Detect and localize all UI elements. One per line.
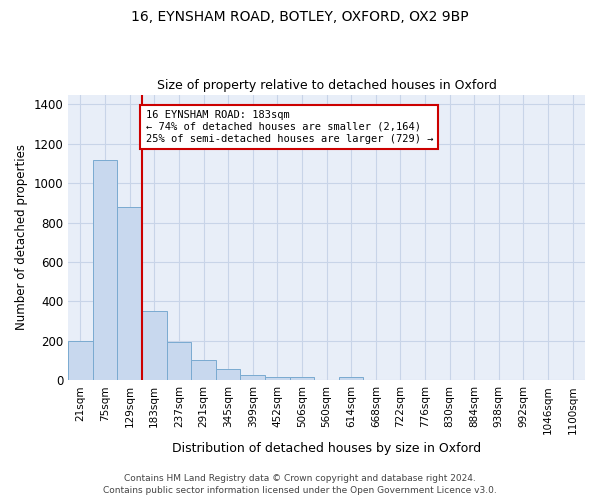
X-axis label: Distribution of detached houses by size in Oxford: Distribution of detached houses by size … bbox=[172, 442, 481, 455]
Bar bbox=[93, 160, 118, 380]
Text: 16 EYNSHAM ROAD: 183sqm
← 74% of detached houses are smaller (2,164)
25% of semi: 16 EYNSHAM ROAD: 183sqm ← 74% of detache… bbox=[146, 110, 433, 144]
Bar bbox=[191, 360, 216, 380]
Bar bbox=[241, 376, 265, 380]
Bar bbox=[339, 376, 364, 380]
Bar bbox=[167, 342, 191, 380]
Y-axis label: Number of detached properties: Number of detached properties bbox=[15, 144, 28, 330]
Title: Size of property relative to detached houses in Oxford: Size of property relative to detached ho… bbox=[157, 79, 497, 92]
Bar bbox=[216, 369, 241, 380]
Bar bbox=[142, 311, 167, 380]
Bar bbox=[290, 376, 314, 380]
Text: Contains HM Land Registry data © Crown copyright and database right 2024.
Contai: Contains HM Land Registry data © Crown c… bbox=[103, 474, 497, 495]
Bar bbox=[118, 207, 142, 380]
Bar bbox=[265, 376, 290, 380]
Bar bbox=[68, 341, 93, 380]
Text: 16, EYNSHAM ROAD, BOTLEY, OXFORD, OX2 9BP: 16, EYNSHAM ROAD, BOTLEY, OXFORD, OX2 9B… bbox=[131, 10, 469, 24]
